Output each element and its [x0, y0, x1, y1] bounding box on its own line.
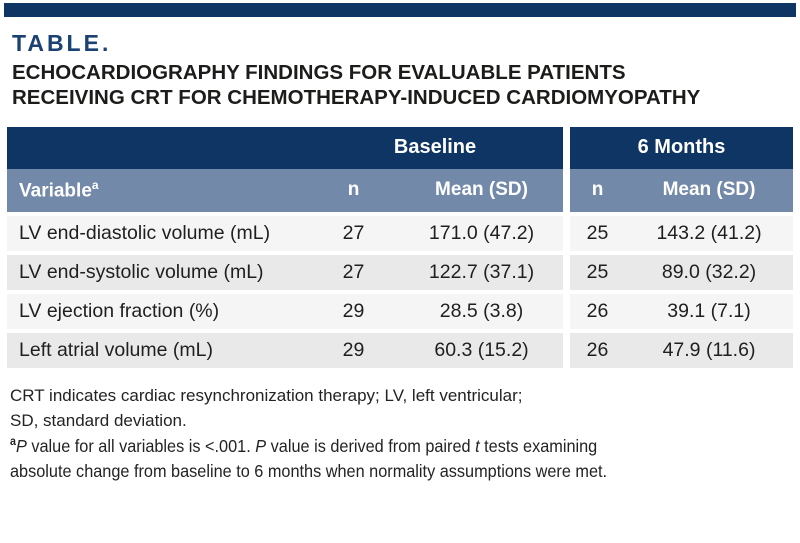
column-group-divider: [563, 328, 571, 368]
table-footnotes: CRT indicates cardiac resynchronization …: [10, 383, 800, 485]
column-header-six-months-n: n: [570, 168, 626, 212]
column-header-baseline-mean-sd: Mean (SD): [400, 168, 564, 212]
cell-baseline-mean-sd: 122.7 (37.1): [400, 250, 564, 290]
column-group-divider: [563, 250, 571, 290]
cell-six-months-mean-sd: 143.2 (41.2): [625, 211, 794, 251]
cell-six-months-mean-sd: 39.1 (7.1): [625, 289, 794, 329]
table-row: Left atrial volume (mL) 29 60.3 (15.2) 2…: [7, 328, 794, 368]
table-figure-page: TABLE. ECHOCARDIOGRAPHY FINDINGS FOR EVA…: [0, 3, 800, 543]
footnote-a-text1: value for all variables is <.001.: [26, 435, 256, 456]
cell-baseline-n: 27: [307, 250, 400, 290]
cell-baseline-mean-sd: 60.3 (15.2): [400, 328, 564, 368]
cell-six-months-n: 26: [570, 289, 626, 329]
column-group-divider: [563, 126, 571, 169]
table-label: TABLE.: [12, 30, 112, 56]
footnote-a-italic-t: t: [475, 435, 480, 456]
column-header-variable: Variablea: [7, 168, 307, 212]
column-header-baseline-n: n: [307, 168, 400, 212]
cell-baseline-mean-sd: 28.5 (3.8): [400, 289, 564, 329]
cell-six-months-n: 26: [570, 328, 626, 368]
table-title-line2: RECEIVING CRT FOR CHEMOTHERAPY-INDUCED C…: [12, 86, 701, 110]
variable-footnote-marker: a: [91, 178, 99, 193]
cell-variable: LV end-diastolic volume (mL): [7, 211, 307, 251]
abbreviations-line2: SD, standard deviation.: [10, 411, 187, 431]
cell-six-months-mean-sd: 47.9 (11.6): [625, 328, 794, 368]
cell-baseline-n: 27: [307, 211, 400, 251]
table-row: LV ejection fraction (%) 29 28.5 (3.8) 2…: [7, 289, 794, 329]
footnote-a-text3: tests examining: [479, 435, 598, 456]
cell-variable: LV end-systolic volume (mL): [7, 250, 307, 290]
variable-header-label: Variable: [19, 180, 92, 202]
cell-six-months-n: 25: [570, 211, 626, 251]
cell-baseline-n: 29: [307, 328, 400, 368]
group-header-row: Baseline 6 Months: [7, 126, 794, 169]
group-header-spacer: [7, 126, 307, 169]
footnote-a-italic-p1: P: [15, 435, 27, 456]
group-header-baseline: Baseline: [307, 126, 564, 169]
column-group-divider: [563, 289, 571, 329]
cell-variable: Left atrial volume (mL): [7, 328, 307, 368]
echo-findings-table: Baseline 6 Months Variablea n Mean (SD) …: [7, 126, 794, 368]
abbreviations-line1: CRT indicates cardiac resynchronization …: [10, 385, 523, 405]
footnote-a-line1: aP value for all variables is <.001. P v…: [10, 434, 745, 459]
table-row: LV end-systolic volume (mL) 27 122.7 (37…: [7, 250, 794, 290]
table-row: LV end-diastolic volume (mL) 27 171.0 (4…: [7, 211, 794, 251]
top-accent-bar: [4, 3, 796, 17]
group-header-six-months: 6 Months: [570, 126, 794, 169]
column-group-divider: [563, 211, 571, 251]
cell-baseline-mean-sd: 171.0 (47.2): [400, 211, 564, 251]
column-group-divider: [563, 168, 571, 212]
abbreviations-footnote: CRT indicates cardiac resynchronization …: [10, 383, 800, 434]
footnote-a-italic-p2: P: [255, 435, 267, 456]
cell-baseline-n: 29: [307, 289, 400, 329]
footnote-a-text2: value is derived from paired: [266, 435, 476, 456]
column-header-six-months-mean-sd: Mean (SD): [625, 168, 794, 212]
column-header-row: Variablea n Mean (SD) n Mean (SD): [7, 168, 794, 212]
footnote-a-line2: absolute change from baseline to 6 month…: [10, 461, 608, 482]
cell-six-months-mean-sd: 89.0 (32.2): [625, 250, 794, 290]
cell-variable: LV ejection fraction (%): [7, 289, 307, 329]
footnote-a-marker: a: [10, 435, 16, 448]
table-title-line1: ECHOCARDIOGRAPHY FINDINGS FOR EVALUABLE …: [12, 61, 626, 84]
table-title: ECHOCARDIOGRAPHY FINDINGS FOR EVALUABLE …: [12, 60, 800, 111]
cell-six-months-n: 25: [570, 250, 626, 290]
footnote-a: aP value for all variables is <.001. P v…: [10, 434, 745, 485]
